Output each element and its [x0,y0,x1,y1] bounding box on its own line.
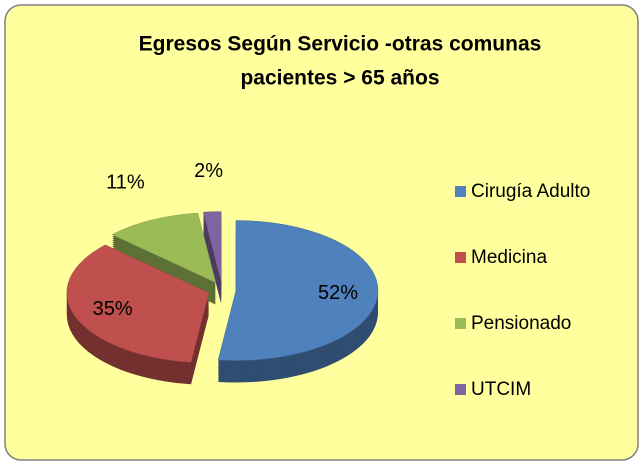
slice [111,212,217,283]
legend-label: Cirugía Adulto [471,181,590,202]
legend-label: Pensionado [471,313,571,334]
legend-label: Medicina [471,247,547,268]
data-label: 2% [194,160,223,182]
chart-title: pacientes > 65 años [240,67,439,90]
slice [203,211,222,282]
data-label: 11% [106,171,145,193]
data-label: 52% [318,282,358,304]
slice [66,244,210,363]
legend-swatch [455,186,466,197]
legend-label: UTCIM [471,379,531,400]
legend-swatch [455,318,466,329]
data-label: 35% [93,298,133,320]
legend-swatch [455,384,466,395]
chart-title: Egresos Según Servicio -otras comunas [139,33,542,56]
legend-swatch [455,252,466,263]
slice [217,220,379,361]
